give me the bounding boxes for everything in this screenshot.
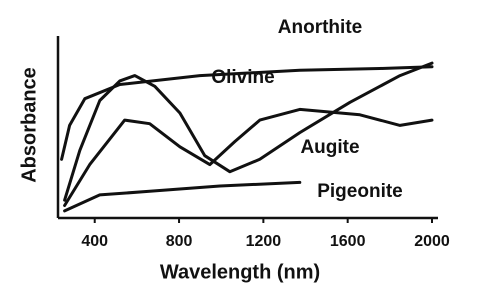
series-label: Pigeonite xyxy=(317,181,403,202)
x-tick-label: 1600 xyxy=(330,233,366,250)
x-tick-label: 800 xyxy=(166,233,193,250)
series-label: Augite xyxy=(300,137,359,158)
series-label: Olivine xyxy=(211,67,274,88)
chart: Wavelength (nm) Absorbance 400 800 1200 160… xyxy=(0,0,477,296)
series-label: Anorthite xyxy=(278,17,362,38)
x-tick-label: 400 xyxy=(81,233,108,250)
x-tick-label: 2000 xyxy=(414,233,450,250)
x-axis-title: Wavelength (nm) xyxy=(160,261,320,283)
y-axis-title: Absorbance xyxy=(18,67,40,183)
x-tick-label: 1200 xyxy=(246,233,282,250)
series-line xyxy=(65,182,300,211)
